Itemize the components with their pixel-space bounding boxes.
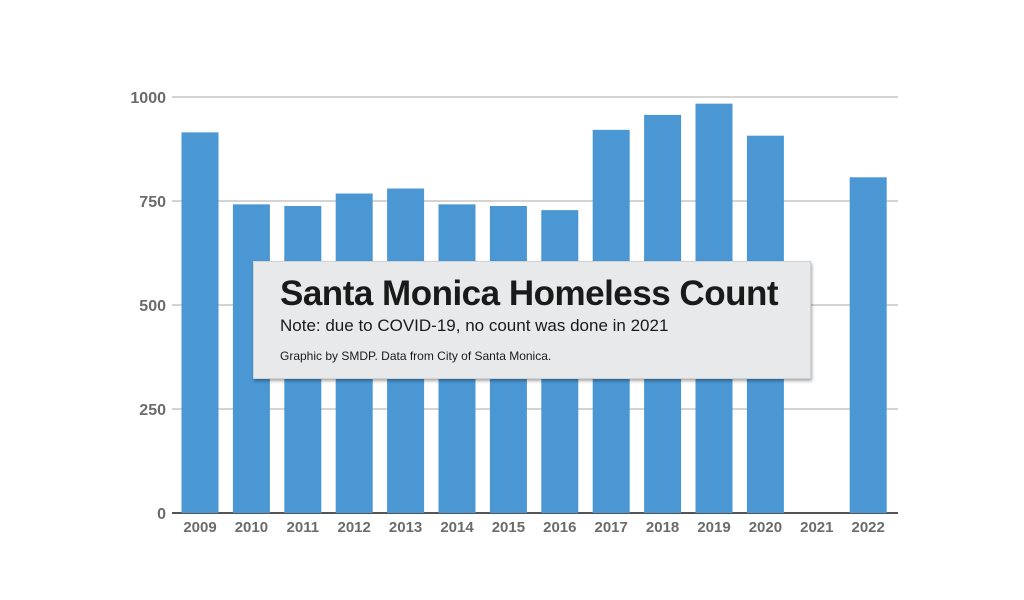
x-tick-label-2009: 2009 bbox=[183, 519, 216, 536]
x-tick-label-2016: 2016 bbox=[543, 519, 576, 536]
x-tick-label-2010: 2010 bbox=[235, 519, 268, 536]
x-tick-label-2018: 2018 bbox=[646, 519, 679, 536]
y-tick-label: 250 bbox=[139, 402, 166, 419]
x-tick-label-2020: 2020 bbox=[749, 519, 782, 536]
y-tick-label: 1000 bbox=[130, 90, 166, 107]
x-tick-label-2014: 2014 bbox=[440, 519, 474, 536]
bar-2022 bbox=[849, 177, 887, 513]
chart-subtitle: Note: due to COVID-19, no count was done… bbox=[280, 316, 669, 335]
chart-title-box: Santa Monica Homeless Count Note: due to… bbox=[253, 261, 811, 379]
bar-2009 bbox=[181, 132, 219, 514]
y-tick-label: 750 bbox=[139, 194, 166, 211]
y-axis-ticks: 0 250 500 750 1000 bbox=[130, 90, 166, 523]
x-tick-label-2017: 2017 bbox=[595, 519, 628, 536]
x-tick-label-2015: 2015 bbox=[492, 519, 525, 536]
chart-title: Santa Monica Homeless Count bbox=[280, 274, 778, 313]
x-tick-label-2021: 2021 bbox=[800, 519, 833, 536]
y-tick-label: 500 bbox=[139, 298, 166, 315]
x-tick-label-2022: 2022 bbox=[852, 519, 885, 536]
x-tick-label-2011: 2011 bbox=[287, 519, 320, 536]
x-tick-label-2013: 2013 bbox=[389, 519, 422, 536]
x-tick-label-2012: 2012 bbox=[338, 519, 371, 536]
chart-credit: Graphic by SMDP. Data from City of Santa… bbox=[280, 349, 552, 363]
x-tick-label-2019: 2019 bbox=[697, 519, 730, 536]
y-tick-label: 0 bbox=[157, 506, 166, 523]
x-axis-ticks: 2009 2010 2011 2012 2013 2014 2015 2016 2017 2018… bbox=[183, 519, 885, 536]
